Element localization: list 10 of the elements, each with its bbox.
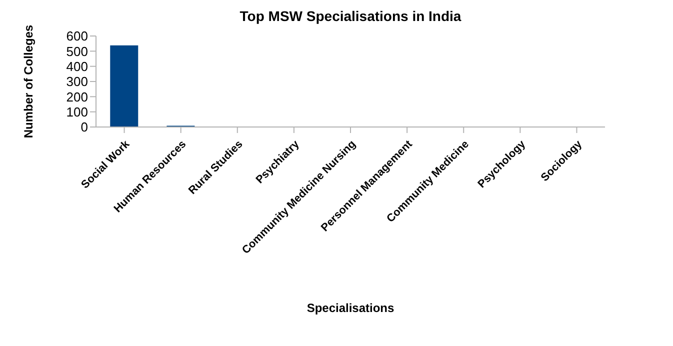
y-tick-label: 0 — [80, 120, 88, 135]
y-axis-title: Number of Colleges — [21, 24, 36, 138]
y-tick-label: 200 — [66, 89, 88, 104]
x-axis-title: Specialisations — [306, 301, 395, 315]
y-tick-label: 100 — [66, 104, 88, 120]
y-tick-label: 600 — [66, 28, 88, 44]
y-tick-label: 400 — [66, 58, 88, 74]
chart-title: Top MSW Specialisations in India — [238, 8, 462, 24]
y-tick-label: 300 — [66, 74, 88, 90]
y-tick-label: 500 — [66, 44, 88, 59]
